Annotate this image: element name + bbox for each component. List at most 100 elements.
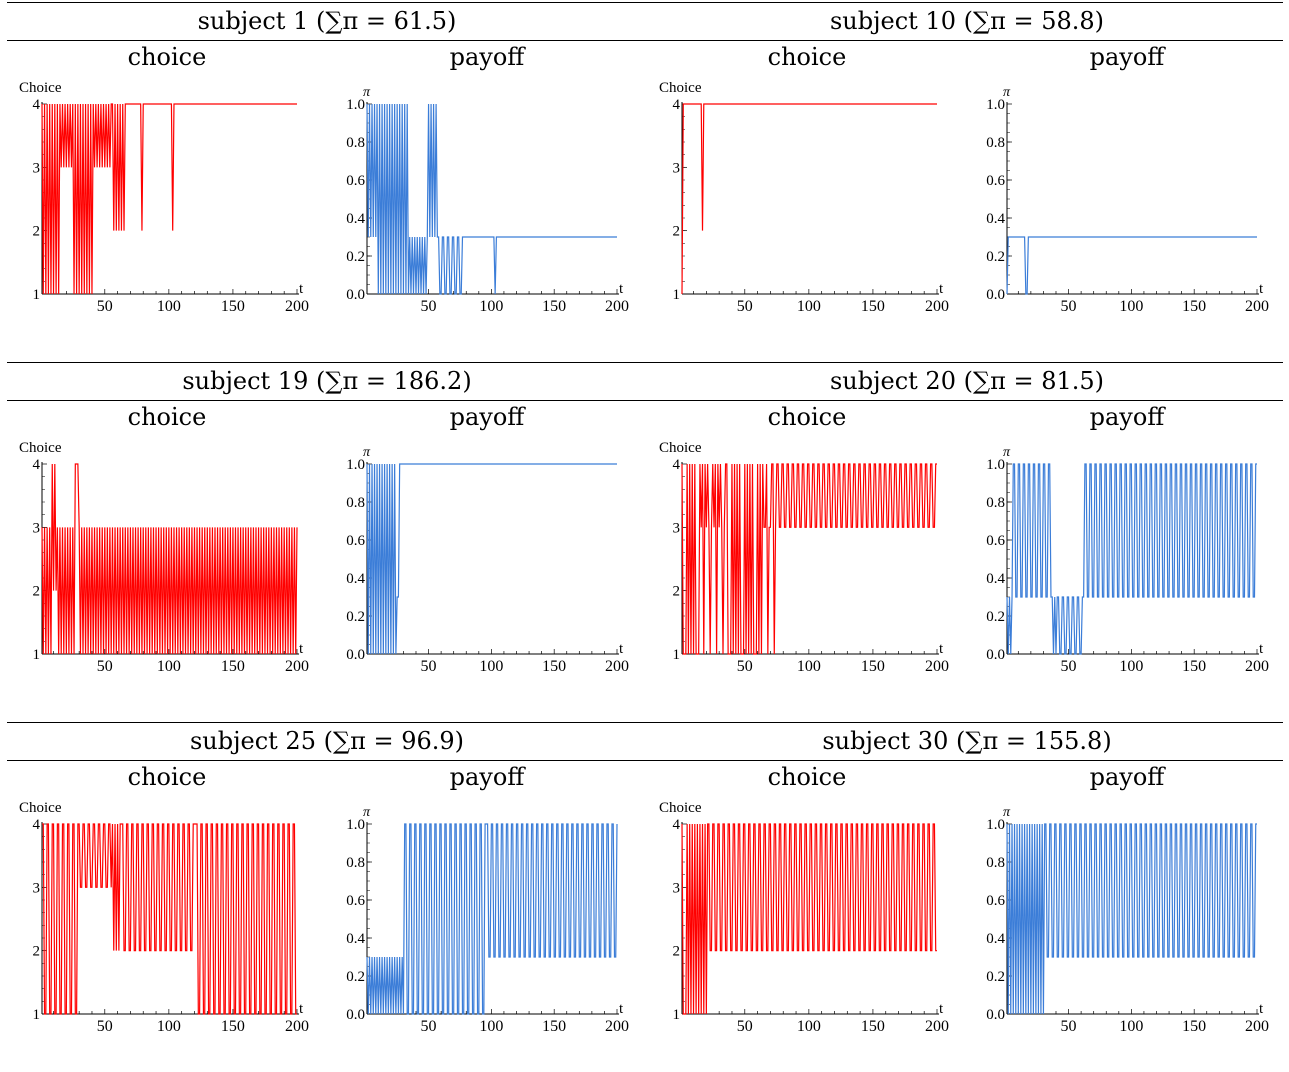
payoff-chart: 50 100 150 200 0.0 0.2 0.4 0.6 0.8 1.0 π t — [327, 74, 647, 329]
y-axis-label: π — [363, 445, 371, 460]
y-tick-label: 2 — [33, 584, 41, 600]
row-header-rule — [7, 400, 1283, 401]
y-axis-label: Choice — [19, 800, 62, 816]
y-axis-label: π — [1003, 805, 1011, 820]
payoff-panel-title: payoff — [449, 43, 525, 71]
y-tick-label: 0.4 — [346, 571, 365, 587]
y-tick-label: 0.2 — [346, 249, 365, 265]
x-axis-label: t — [619, 641, 624, 657]
y-tick-label: 1 — [33, 287, 41, 303]
y-tick-label: 1 — [33, 1007, 41, 1023]
y-axis-label: π — [363, 85, 371, 100]
y-tick-label: 1.0 — [986, 457, 1005, 473]
x-tick-label: 200 — [285, 298, 309, 315]
y-axis-label: Choice — [659, 800, 702, 816]
y-tick-label: 3 — [673, 520, 681, 536]
y-tick-label: 1.0 — [346, 97, 365, 113]
y-tick-label: 0.8 — [986, 855, 1005, 871]
payoff-chart: 50 100 150 200 0.0 0.2 0.4 0.6 0.8 1.0 π t — [967, 794, 1287, 1049]
choice-series-line — [41, 463, 298, 655]
chart-svg: 50 100 150 200 0.0 0.2 0.4 0.6 0.8 1.0π t — [346, 445, 629, 675]
x-tick-label: 200 — [285, 658, 309, 675]
choice-series-line — [681, 103, 937, 295]
choice-chart: 50 100 150 200 1 2 3 4 Choice t — [647, 74, 967, 329]
subject-title: subject 20 (∑π = 81.5) — [829, 367, 1105, 395]
y-tick-label: 0.6 — [986, 893, 1005, 909]
x-tick-label: 150 — [542, 658, 566, 675]
row-header-rule — [7, 40, 1283, 41]
y-tick-label: 0.2 — [346, 969, 365, 985]
payoff-chart: 50 100 150 200 0.0 0.2 0.4 0.6 0.8 1.0 π t — [327, 434, 647, 689]
y-tick-label: 3 — [33, 520, 41, 536]
x-tick-label: 50 — [421, 298, 437, 315]
y-axis-label: Choice — [19, 440, 62, 456]
y-tick-label: 3 — [33, 160, 41, 176]
y-tick-label: 2 — [673, 944, 681, 960]
y-axis-label: π — [363, 805, 371, 820]
x-tick-label: 100 — [479, 658, 503, 675]
x-tick-label: 150 — [1182, 658, 1206, 675]
choice-series-line — [41, 103, 297, 295]
choice-chart: 50 100 150 200 1 2 3 4 Choice t — [7, 794, 327, 1049]
row-top-rule — [7, 722, 1283, 723]
y-tick-label: 0.6 — [986, 533, 1005, 549]
y-tick-label: 0.2 — [986, 249, 1005, 265]
choice-chart: 50 100 150 200 1 2 3 4 Choice t — [647, 434, 967, 689]
x-tick-label: 50 — [421, 1018, 437, 1035]
choice-panel-title: choice — [767, 403, 847, 431]
x-tick-label: 100 — [157, 298, 181, 315]
x-tick-label: 150 — [1182, 1018, 1206, 1035]
y-axis-label: Choice — [19, 80, 62, 96]
choice-chart: 50 100 150 200 1 2 3 4 Choice t — [7, 434, 327, 689]
y-tick-label: 0.0 — [986, 287, 1005, 303]
y-tick-label: 0.6 — [986, 173, 1005, 189]
payoff-series-line — [366, 463, 617, 655]
x-tick-label: 100 — [479, 298, 503, 315]
y-tick-label: 0.0 — [346, 1007, 365, 1023]
y-tick-label: 0.4 — [346, 211, 365, 227]
y-tick-label: 0.6 — [346, 533, 365, 549]
subject-title: subject 25 (∑π = 96.9) — [189, 727, 465, 755]
x-tick-label: 50 — [737, 658, 753, 675]
x-tick-label: 100 — [1119, 658, 1143, 675]
x-tick-label: 200 — [925, 658, 949, 675]
x-tick-label: 150 — [861, 1018, 885, 1035]
x-tick-label: 150 — [221, 298, 245, 315]
y-axis-label: π — [1003, 85, 1011, 100]
y-tick-label: 0.0 — [986, 1007, 1005, 1023]
choice-series-line — [681, 823, 937, 1015]
x-tick-label: 100 — [797, 1018, 821, 1035]
y-tick-label: 1.0 — [346, 817, 365, 833]
row-top-rule — [7, 362, 1283, 363]
x-tick-label: 100 — [797, 298, 821, 315]
y-tick-label: 4 — [33, 97, 41, 113]
x-tick-label: 200 — [925, 1018, 949, 1035]
y-tick-label: 0.8 — [346, 495, 365, 511]
payoff-series-line — [366, 823, 618, 1015]
chart-svg: 50 100 150 200 0.0 0.2 0.4 0.6 0.8 1.0π t — [346, 85, 629, 315]
choice-panel-title: choice — [127, 763, 207, 791]
x-tick-label: 200 — [605, 298, 629, 315]
y-tick-label: 2 — [33, 944, 41, 960]
y-tick-label: 0.8 — [346, 135, 365, 151]
payoff-series-line — [1006, 463, 1257, 655]
subject-row: subject 25 (∑π = 96.9) choice payoff 50 100 1… — [7, 722, 1283, 1072]
x-axis-label: t — [619, 1001, 624, 1017]
row-top-rule — [7, 2, 1283, 3]
x-tick-label: 100 — [157, 1018, 181, 1035]
x-tick-label: 50 — [1061, 1018, 1077, 1035]
y-tick-label: 0.2 — [346, 609, 365, 625]
subject-title: subject 19 (∑π = 186.2) — [182, 367, 472, 395]
x-tick-label: 50 — [737, 1018, 753, 1035]
subject-title: subject 10 (∑π = 58.8) — [829, 7, 1105, 35]
payoff-panel-title: payoff — [449, 403, 525, 431]
x-tick-label: 150 — [542, 1018, 566, 1035]
x-tick-label: 150 — [221, 658, 245, 675]
y-tick-label: 1 — [673, 1007, 681, 1023]
x-tick-label: 100 — [1119, 298, 1143, 315]
y-tick-label: 1 — [673, 647, 681, 663]
x-axis-label: t — [939, 641, 944, 657]
